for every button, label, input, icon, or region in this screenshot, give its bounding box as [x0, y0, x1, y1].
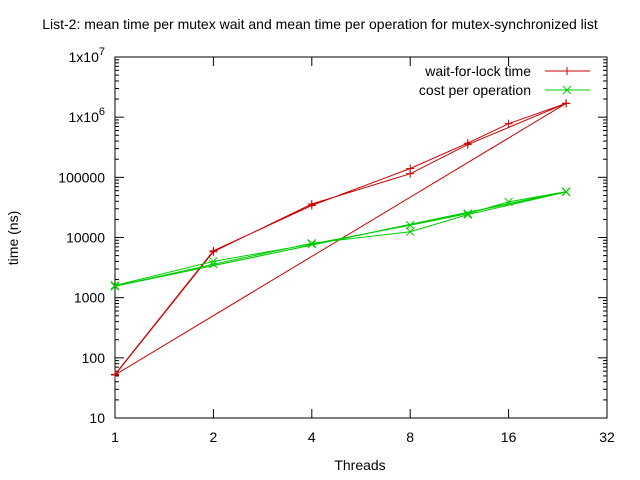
data-point: [209, 257, 218, 266]
data-point: [463, 140, 472, 149]
y-tick-label-base: 1x10: [69, 49, 100, 65]
legend-label: wait-for-lock time: [424, 63, 531, 79]
legend-marker: [562, 85, 572, 95]
data-point: [562, 99, 571, 108]
y-tick-label: 1x106: [69, 106, 105, 125]
y-tick-label: 10: [89, 410, 105, 426]
y-tick-label-base: 10: [89, 410, 105, 426]
y-tick-label: 100000: [58, 169, 105, 185]
data-point: [110, 281, 120, 291]
y-tick-label-exponent: 6: [99, 106, 105, 118]
data-point: [110, 281, 120, 290]
x-tick-label: 4: [308, 429, 316, 445]
x-tick-label: 16: [501, 429, 517, 445]
data-point: [111, 370, 119, 379]
series-layer: [110, 99, 571, 379]
y-tick-label-base: 100000: [58, 169, 105, 185]
data-point: [504, 197, 513, 207]
series-line: [114, 191, 567, 287]
x-tick-label: 8: [406, 429, 414, 445]
y-tick-label-base: 1x10: [69, 109, 100, 125]
y-tick-label: 1000: [74, 290, 105, 306]
data-point: [463, 209, 473, 218]
legend: wait-for-lock time cost per operation: [419, 63, 590, 98]
y-tick-label-exponent: 7: [99, 46, 105, 58]
data-point: [307, 238, 317, 248]
y-tick-label-base: 10000: [66, 230, 105, 246]
y-tick-label-base: 100: [82, 350, 106, 366]
legend-marker: [563, 67, 571, 75]
data-point: [561, 187, 571, 197]
data-point: [406, 169, 415, 178]
data-point: [209, 259, 218, 269]
data-point: [209, 247, 218, 256]
data-point: [307, 200, 316, 209]
x-tick-label: 2: [210, 429, 218, 445]
y-axis-label: time (ns): [5, 211, 21, 265]
y-tick-label-base: 1000: [74, 290, 105, 306]
data-point: [463, 210, 473, 219]
y-tick-label: 1x107: [69, 46, 105, 65]
chart-title: List-2: mean time per mutex wait and mea…: [42, 16, 598, 32]
x-axis-label: Threads: [334, 457, 385, 473]
y-tick-label: 100: [82, 350, 106, 366]
series-1: [110, 187, 571, 291]
data-point: [405, 220, 415, 230]
y-tick-label: 10000: [66, 230, 105, 246]
x-tick-label: 32: [599, 429, 615, 445]
x-tick-label: 1: [111, 429, 119, 445]
legend-label: cost per operation: [419, 82, 531, 98]
data-point: [405, 227, 415, 237]
data-point: [504, 119, 513, 128]
